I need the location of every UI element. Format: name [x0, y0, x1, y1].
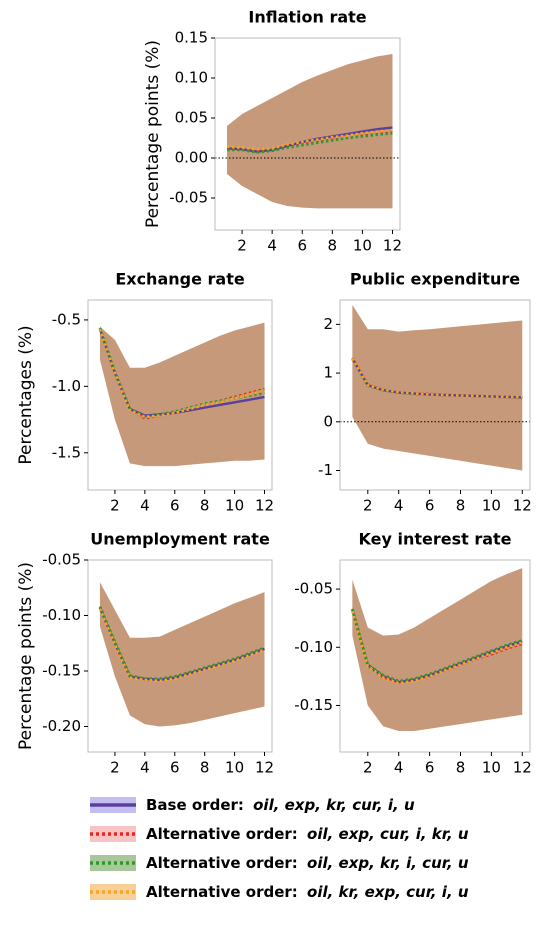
y-tick-label: -0.15: [294, 696, 333, 714]
x-tick-label: 6: [297, 237, 307, 255]
y-tick-label: 1: [323, 364, 333, 382]
series-line: [351, 357, 523, 399]
x-tick-label: 12: [383, 237, 402, 255]
plot-frame: [87, 299, 273, 491]
legend-prefix: Alternative order:: [146, 854, 303, 872]
x-tick-label: 4: [394, 497, 404, 515]
y-axis-label: Percentage points (%): [16, 562, 36, 750]
y-tick-label: -0.05: [294, 580, 333, 598]
plot-frame: [339, 559, 531, 753]
x-tick-label: 10: [225, 759, 244, 777]
plot-frame: [87, 559, 273, 753]
confidence-band: [99, 582, 265, 727]
legend-label: Alternative order: oil, kr, exp, cur, i,…: [146, 883, 469, 901]
plot-frame: [339, 299, 531, 491]
x-tick-label: 4: [267, 237, 277, 255]
legend-label: Alternative order: oil, exp, kr, i, cur,…: [146, 854, 469, 872]
x-tick-label: 6: [425, 497, 435, 515]
confidence-band: [352, 568, 523, 732]
x-tick-label: 2: [110, 497, 120, 515]
x-tick-label: 2: [110, 759, 120, 777]
y-tick-label: -0.10: [42, 606, 81, 624]
x-tick-label: 2: [363, 497, 373, 515]
chart-title: Key interest rate: [358, 530, 511, 549]
x-tick-label: 4: [140, 497, 150, 515]
y-tick-label: -0.15: [42, 661, 81, 679]
legend-label: Base order: oil, exp, kr, cur, i, u: [146, 796, 415, 814]
x-tick-label: 8: [200, 497, 210, 515]
y-tick-label: 0.05: [175, 109, 208, 127]
y-tick-label: -1.5: [52, 443, 81, 461]
confidence-band: [227, 54, 393, 209]
y-tick-label: -1: [318, 461, 333, 479]
legend-order: oil, kr, exp, cur, i, u: [307, 883, 469, 901]
series-line: [226, 126, 393, 153]
confidence-band: [99, 322, 265, 467]
x-tick-label: 8: [328, 237, 338, 255]
y-axis-label: Percentages (%): [16, 325, 36, 464]
x-tick-label: 6: [425, 759, 435, 777]
x-tick-label: 8: [200, 759, 210, 777]
series-line: [98, 608, 265, 683]
legend-band-swatch: [90, 884, 136, 900]
legend-order: oil, exp, kr, i, cur, u: [307, 854, 469, 872]
y-tick-label: -0.20: [42, 717, 81, 735]
x-tick-label: 12: [513, 497, 532, 515]
y-axis-label: Percentage points (%): [143, 40, 163, 228]
y-tick-label: -1.0: [52, 377, 81, 395]
x-tick-label: 10: [225, 497, 244, 515]
y-tick-label: 0.10: [175, 69, 208, 87]
series-line: [98, 606, 265, 681]
x-tick-label: 2: [237, 237, 247, 255]
legend-band-swatch: [90, 826, 136, 842]
legend-prefix: Alternative order:: [146, 825, 303, 843]
y-tick-label: 0.15: [175, 29, 208, 47]
y-tick-label: 0: [323, 412, 333, 430]
legend-prefix: Alternative order:: [146, 883, 303, 901]
chart-title: Inflation rate: [248, 8, 366, 27]
legend-band-swatch: [90, 855, 136, 871]
y-tick-label: -0.05: [169, 189, 208, 207]
chart-title: Public expenditure: [350, 270, 520, 289]
x-tick-label: 10: [482, 759, 501, 777]
legend-prefix: Base order:: [146, 796, 249, 814]
x-tick-label: 8: [456, 759, 466, 777]
x-tick-label: 6: [170, 497, 180, 515]
y-tick-label: 2: [323, 315, 333, 333]
x-tick-label: 10: [482, 497, 501, 515]
x-tick-label: 4: [394, 759, 404, 777]
series-line: [98, 328, 265, 419]
x-tick-label: 8: [456, 497, 466, 515]
legend-label: Alternative order: oil, exp, cur, i, kr,…: [146, 825, 469, 843]
x-tick-label: 2: [363, 759, 373, 777]
x-tick-label: 4: [140, 759, 150, 777]
x-tick-label: 10: [353, 237, 372, 255]
legend-order: oil, exp, cur, i, kr, u: [307, 825, 469, 843]
x-tick-label: 6: [170, 759, 180, 777]
plot-frame: [214, 37, 401, 231]
chart-title: Exchange rate: [115, 270, 245, 289]
chart-title: Unemployment rate: [90, 530, 270, 549]
y-tick-label: -0.05: [42, 551, 81, 569]
y-tick-label: -0.5: [52, 310, 81, 328]
x-tick-label: 12: [513, 759, 532, 777]
x-tick-label: 12: [255, 759, 274, 777]
x-tick-label: 12: [255, 497, 274, 515]
y-tick-label: 0.00: [175, 149, 208, 167]
y-tick-label: -0.10: [294, 638, 333, 656]
confidence-band: [352, 304, 523, 471]
legend-order: oil, exp, kr, cur, i, u: [253, 796, 415, 814]
